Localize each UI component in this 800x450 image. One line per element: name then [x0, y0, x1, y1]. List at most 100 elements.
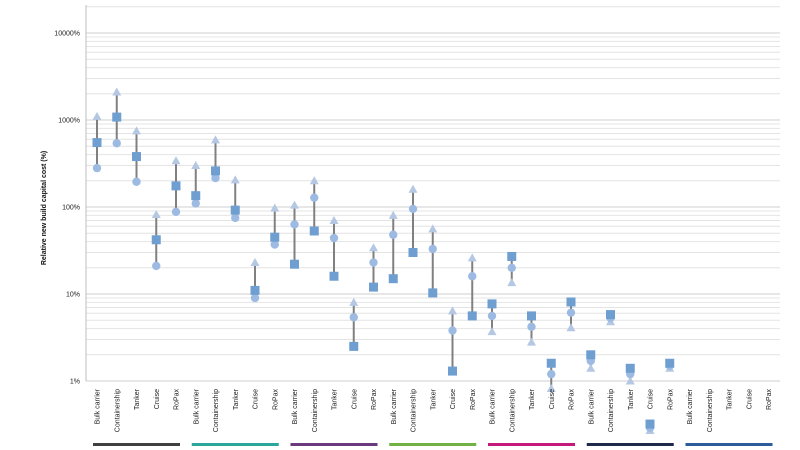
group-bar [191, 443, 279, 446]
circle-marker [487, 311, 497, 321]
square-marker [92, 138, 102, 148]
triangle-marker [290, 200, 299, 209]
group-bar [488, 443, 575, 446]
data-series [92, 87, 675, 434]
square-marker [369, 282, 378, 292]
circle-marker [270, 240, 279, 249]
triangle-marker [369, 243, 378, 252]
triangle-marker [329, 215, 339, 224]
circle-marker [349, 313, 358, 322]
circle-marker [211, 173, 220, 183]
circle-marker [191, 199, 200, 208]
square-marker [191, 191, 201, 201]
circle-marker [566, 308, 576, 317]
circle-marker [92, 163, 102, 173]
circle-marker [171, 207, 181, 217]
group-bar [389, 443, 477, 446]
x-category-label: Tanker [430, 388, 437, 410]
circle-marker [408, 204, 418, 214]
x-category-label: RoPax [371, 389, 378, 411]
triangle-marker [211, 135, 220, 144]
x-category-label: Tanker [628, 388, 635, 410]
triangle-marker [230, 175, 240, 184]
triangle-marker [507, 278, 517, 287]
x-category-label: Containership [509, 389, 516, 432]
triangle-marker [566, 323, 576, 332]
x-category-label: RoPax [569, 389, 576, 411]
triangle-marker [388, 210, 398, 219]
y-axis-ticks: 1% 10% 100% 1000% 10000% [54, 31, 80, 386]
square-marker [487, 299, 497, 309]
x-category-label: Cruise [450, 389, 457, 409]
square-marker [349, 341, 359, 351]
triangle-marker [132, 126, 141, 135]
x-category-label: Cruise [648, 389, 655, 409]
x-category-label: Containership [608, 389, 615, 432]
x-category-label: Cruise [549, 389, 556, 409]
gridlines [85, 5, 780, 382]
y-tick-label: 10% [66, 292, 80, 299]
circle-marker [112, 139, 121, 148]
triangle-marker [151, 209, 161, 218]
square-marker [132, 152, 141, 162]
square-marker [507, 251, 517, 261]
x-category-label: Tanker [529, 388, 536, 410]
triangle-marker [586, 363, 596, 372]
y-tick-label: 10000% [54, 31, 80, 38]
circle-marker [468, 272, 477, 281]
triangle-marker [546, 383, 556, 392]
triangle-marker [92, 111, 102, 120]
x-category-label: Tanker [134, 388, 141, 410]
square-marker [230, 205, 240, 215]
y-tick-label: 100% [62, 205, 80, 212]
circle-marker [428, 244, 437, 254]
circle-marker [369, 258, 378, 267]
x-category-label: Tanker [727, 388, 734, 410]
circle-marker [329, 233, 339, 243]
square-marker [546, 358, 556, 368]
y-tick-label: 1% [70, 379, 80, 386]
circle-marker [389, 230, 398, 239]
triangle-marker [408, 184, 418, 193]
square-marker [665, 358, 675, 368]
square-marker [428, 288, 438, 298]
square-marker [625, 363, 635, 373]
circle-marker [250, 293, 260, 303]
x-category-label: Bulk carrier [95, 388, 102, 424]
triangle-marker [467, 253, 477, 262]
triangle-marker [487, 327, 497, 336]
x-category-label: Bulk carrier [292, 388, 299, 424]
group-bars [93, 443, 773, 446]
circle-marker [152, 261, 161, 271]
square-marker [309, 226, 319, 236]
x-category-label: Tanker [332, 388, 339, 410]
circle-marker [132, 177, 141, 186]
x-category-label: Bulk carrier [588, 388, 595, 424]
square-marker [329, 271, 339, 281]
circle-marker [310, 193, 319, 202]
x-category-label: Containership [114, 389, 121, 432]
circle-marker [547, 369, 556, 379]
group-bar [93, 443, 180, 446]
square-marker [606, 310, 615, 320]
x-category-label: RoPax [766, 389, 773, 411]
x-category-label: Bulk carrier [391, 388, 398, 424]
square-marker [151, 235, 161, 245]
square-marker [448, 366, 457, 376]
square-marker [586, 350, 596, 360]
y-tick-label: 1000% [58, 118, 80, 125]
x-category-label: RoPax [174, 389, 181, 411]
circle-marker [290, 220, 299, 229]
triangle-marker [428, 224, 438, 233]
circle-marker [231, 213, 240, 223]
x-category-label: Cruise [351, 389, 358, 409]
square-marker [527, 311, 536, 321]
x-category-label: RoPax [272, 389, 279, 411]
x-category-label: Containership [411, 389, 418, 432]
x-category-label: Containership [213, 389, 220, 432]
square-marker [290, 259, 299, 269]
group-bar [685, 443, 773, 446]
x-category-label: RoPax [667, 389, 674, 411]
square-marker [388, 274, 398, 284]
